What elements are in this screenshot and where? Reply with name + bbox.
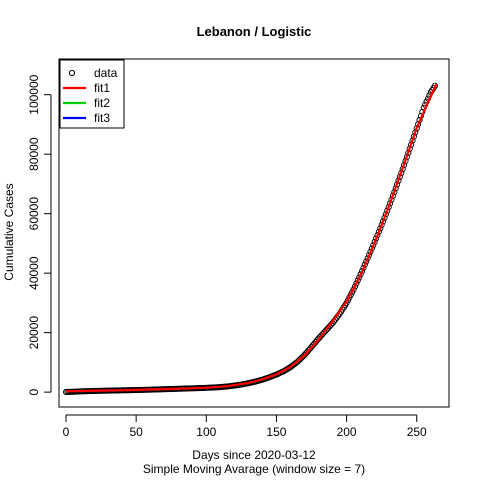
x-tick-label: 250	[407, 425, 427, 439]
y-tick-label: 100000	[27, 74, 41, 114]
legend-label-data: data	[94, 66, 118, 80]
x-tick-label: 150	[266, 425, 286, 439]
legend-box	[59, 59, 125, 129]
plot-area: 0 50 100 150 200 250 0 20000 40000 60000 80000 1000…	[27, 58, 450, 439]
chart-title: Lebanon / Logistic	[197, 24, 312, 39]
data-point	[354, 277, 361, 284]
x-tick-label: 200	[337, 425, 357, 439]
y-tick-label: 80000	[27, 137, 41, 171]
y-tick-label: 60000	[27, 197, 41, 231]
plot-frame	[58, 58, 450, 408]
x-tick-label: 50	[129, 425, 143, 439]
y-tick-label: 0	[27, 388, 41, 395]
fit1-line	[65, 83, 438, 393]
y-axis-label: Cumulative Cases	[2, 183, 16, 280]
y-tick-label: 20000	[27, 316, 41, 350]
x-tick-label: 100	[196, 425, 216, 439]
x-tick-label: 0	[63, 425, 70, 439]
legend-label-fit3: fit3	[94, 111, 110, 125]
legend-label-fit2: fit2	[94, 96, 110, 110]
legend-marker-data	[68, 69, 76, 77]
x-axis-label: Days since 2020-03-12	[192, 448, 316, 462]
x-axis-sublabel: Simple Moving Avarage (window size = 7)	[143, 462, 365, 476]
legend-label-fit1: fit1	[94, 81, 110, 95]
y-tick-label: 40000	[27, 256, 41, 290]
